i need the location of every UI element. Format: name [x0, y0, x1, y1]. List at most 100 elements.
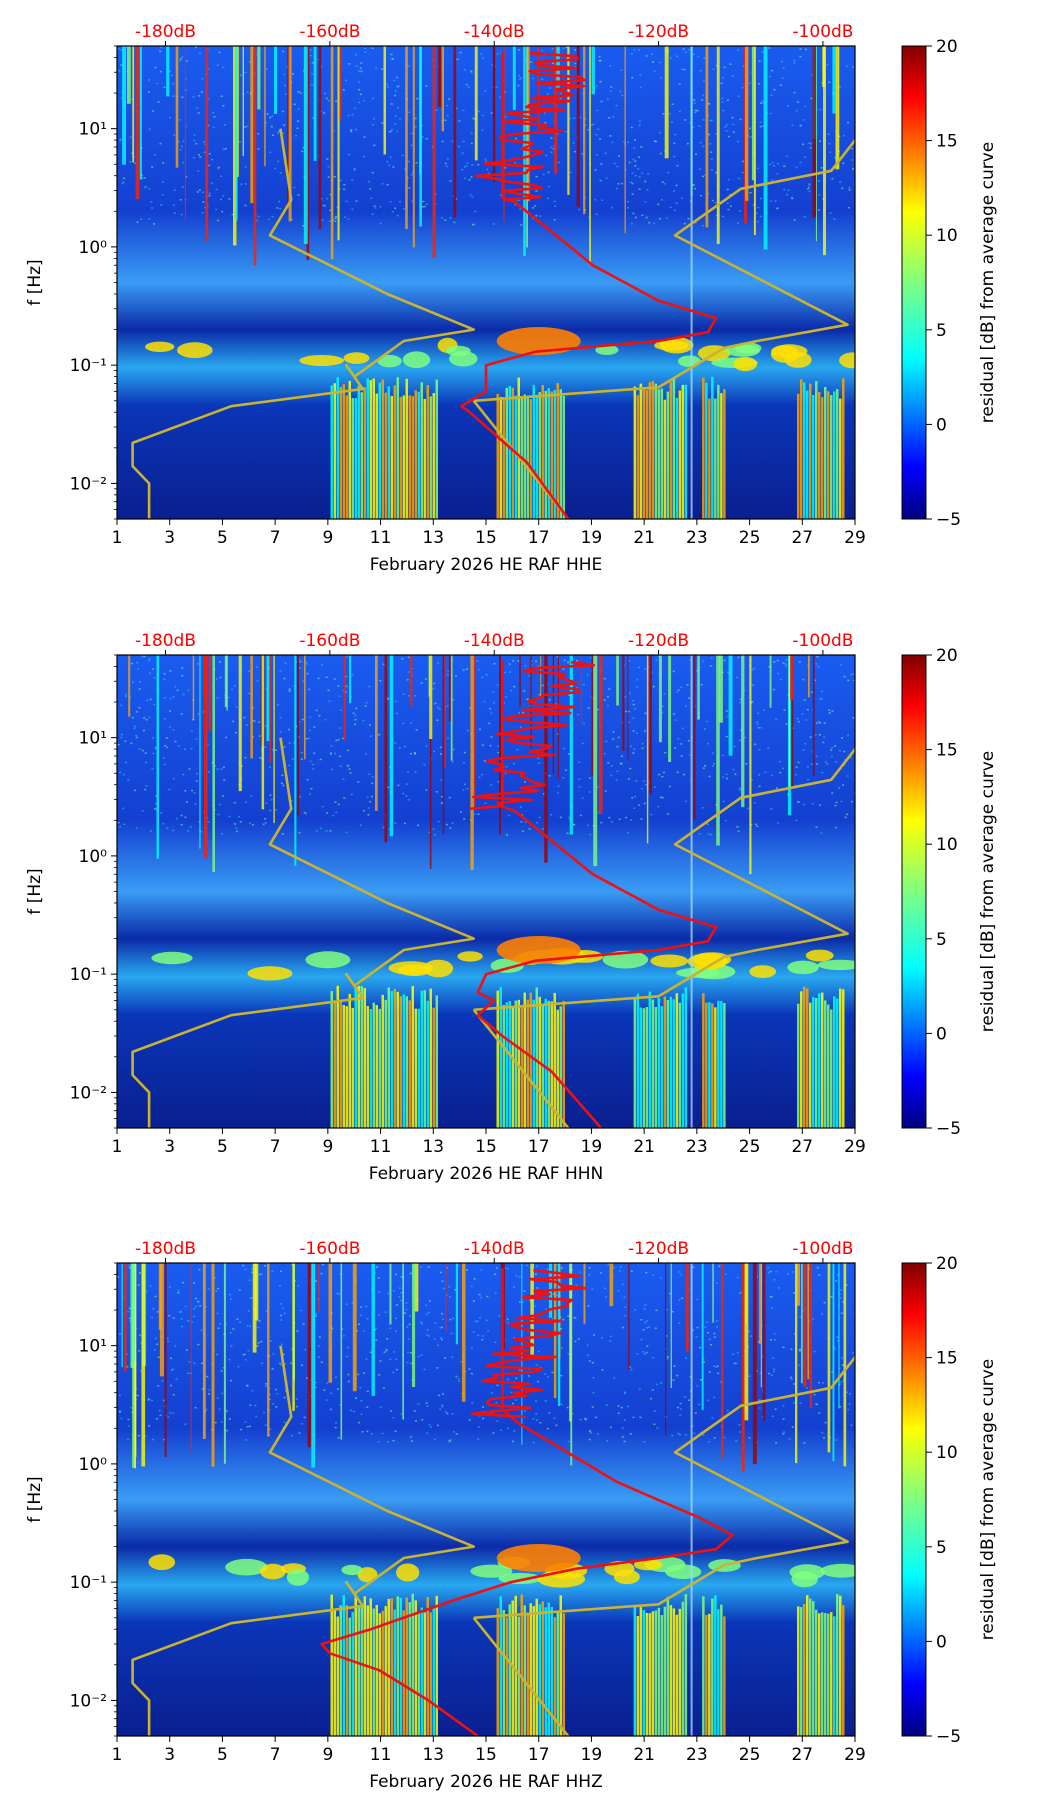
lowfreq-streak — [672, 1608, 676, 1736]
x-tick-label: 13 — [422, 528, 444, 548]
speckle — [410, 1352, 412, 1354]
speckle — [387, 786, 390, 789]
speckle — [470, 176, 473, 178]
speckle — [811, 74, 814, 76]
speckle — [578, 778, 581, 780]
speckle — [770, 1374, 773, 1376]
speckle — [130, 1407, 133, 1409]
transient-streak — [503, 46, 505, 222]
speckle — [123, 177, 126, 179]
speckle — [624, 1306, 627, 1308]
speckle — [830, 1295, 833, 1298]
speckle — [681, 197, 683, 199]
speckle — [581, 153, 584, 155]
speckle — [629, 767, 632, 770]
speckle — [414, 695, 416, 697]
speckle — [344, 675, 347, 678]
top-tick-label: -140dB — [464, 631, 525, 651]
lowfreq-streak — [708, 1002, 711, 1128]
speckle — [768, 163, 771, 166]
lowfreq-streak — [354, 1594, 357, 1736]
speckle — [696, 1326, 699, 1329]
speckle — [402, 693, 405, 695]
speckle — [776, 207, 779, 210]
speckle — [320, 1272, 323, 1275]
colorbar-tick-label: 10 — [936, 226, 958, 246]
speckle — [351, 674, 354, 676]
lowfreq-streak — [720, 393, 723, 519]
speckle — [250, 1297, 253, 1299]
speckle — [159, 70, 162, 73]
speckle — [420, 682, 423, 684]
speckle — [205, 1408, 208, 1411]
speckle — [169, 697, 172, 700]
speckle — [246, 724, 248, 726]
speckle — [803, 803, 806, 806]
speckle — [157, 101, 160, 103]
speckle — [386, 86, 389, 88]
speckle — [305, 738, 308, 740]
speckle — [269, 151, 272, 154]
lowfreq-streak — [562, 1613, 565, 1736]
speckle — [453, 221, 456, 224]
speckle — [629, 1366, 631, 1368]
speckle — [345, 1355, 348, 1358]
speckle — [757, 206, 760, 209]
speckle — [293, 103, 296, 106]
speckle — [306, 1377, 308, 1379]
speckle — [222, 66, 225, 69]
speckle — [536, 1287, 539, 1289]
speckle — [327, 166, 330, 168]
speckle — [567, 661, 569, 664]
x-axis-title: February 2026 HE RAF HHZ — [369, 1772, 602, 1792]
speckle — [767, 1267, 770, 1269]
speckle — [151, 768, 154, 770]
speckle — [321, 805, 324, 808]
speckle — [153, 223, 156, 225]
lowfreq-streak — [384, 392, 387, 519]
transient-streak — [267, 1263, 270, 1437]
speckle — [363, 99, 366, 102]
speckle — [550, 814, 553, 816]
speckle — [440, 753, 442, 755]
speckle — [628, 161, 631, 164]
speckle — [224, 148, 227, 150]
microseism-blob — [726, 344, 760, 357]
microseism-blob — [820, 1563, 855, 1578]
speckle — [845, 65, 848, 68]
lowfreq-streak — [660, 1615, 664, 1736]
speckle — [187, 1320, 190, 1322]
speckle — [423, 1368, 426, 1371]
speckle — [550, 146, 553, 149]
transient-streak — [343, 655, 346, 741]
x-tick-label: 17 — [528, 528, 550, 548]
speckle — [639, 1416, 642, 1419]
lowfreq-streak — [681, 384, 685, 519]
speckle — [197, 713, 200, 715]
speckle — [246, 1426, 249, 1428]
top-tick-label: -120dB — [628, 631, 689, 651]
speckle — [712, 752, 715, 754]
speckle — [228, 198, 231, 200]
speckle — [395, 1358, 398, 1360]
speckle — [180, 1318, 183, 1320]
speckle — [358, 81, 360, 83]
speckle — [848, 189, 851, 191]
speckle — [257, 148, 260, 150]
spectrogram-background — [117, 46, 855, 519]
speckle — [339, 727, 342, 729]
speckle — [819, 804, 822, 806]
speckle — [567, 753, 570, 755]
transient-streak — [627, 655, 629, 761]
speckle — [379, 1360, 382, 1362]
microseism-blob — [613, 1569, 640, 1585]
speckle — [138, 707, 141, 709]
speckle — [573, 150, 576, 153]
speckle — [612, 731, 615, 733]
lowfreq-streak — [654, 1006, 658, 1128]
speckle — [193, 134, 196, 136]
speckle — [396, 130, 399, 133]
transient-streak — [340, 1263, 343, 1440]
speckle — [478, 668, 481, 671]
speckle — [151, 166, 154, 168]
